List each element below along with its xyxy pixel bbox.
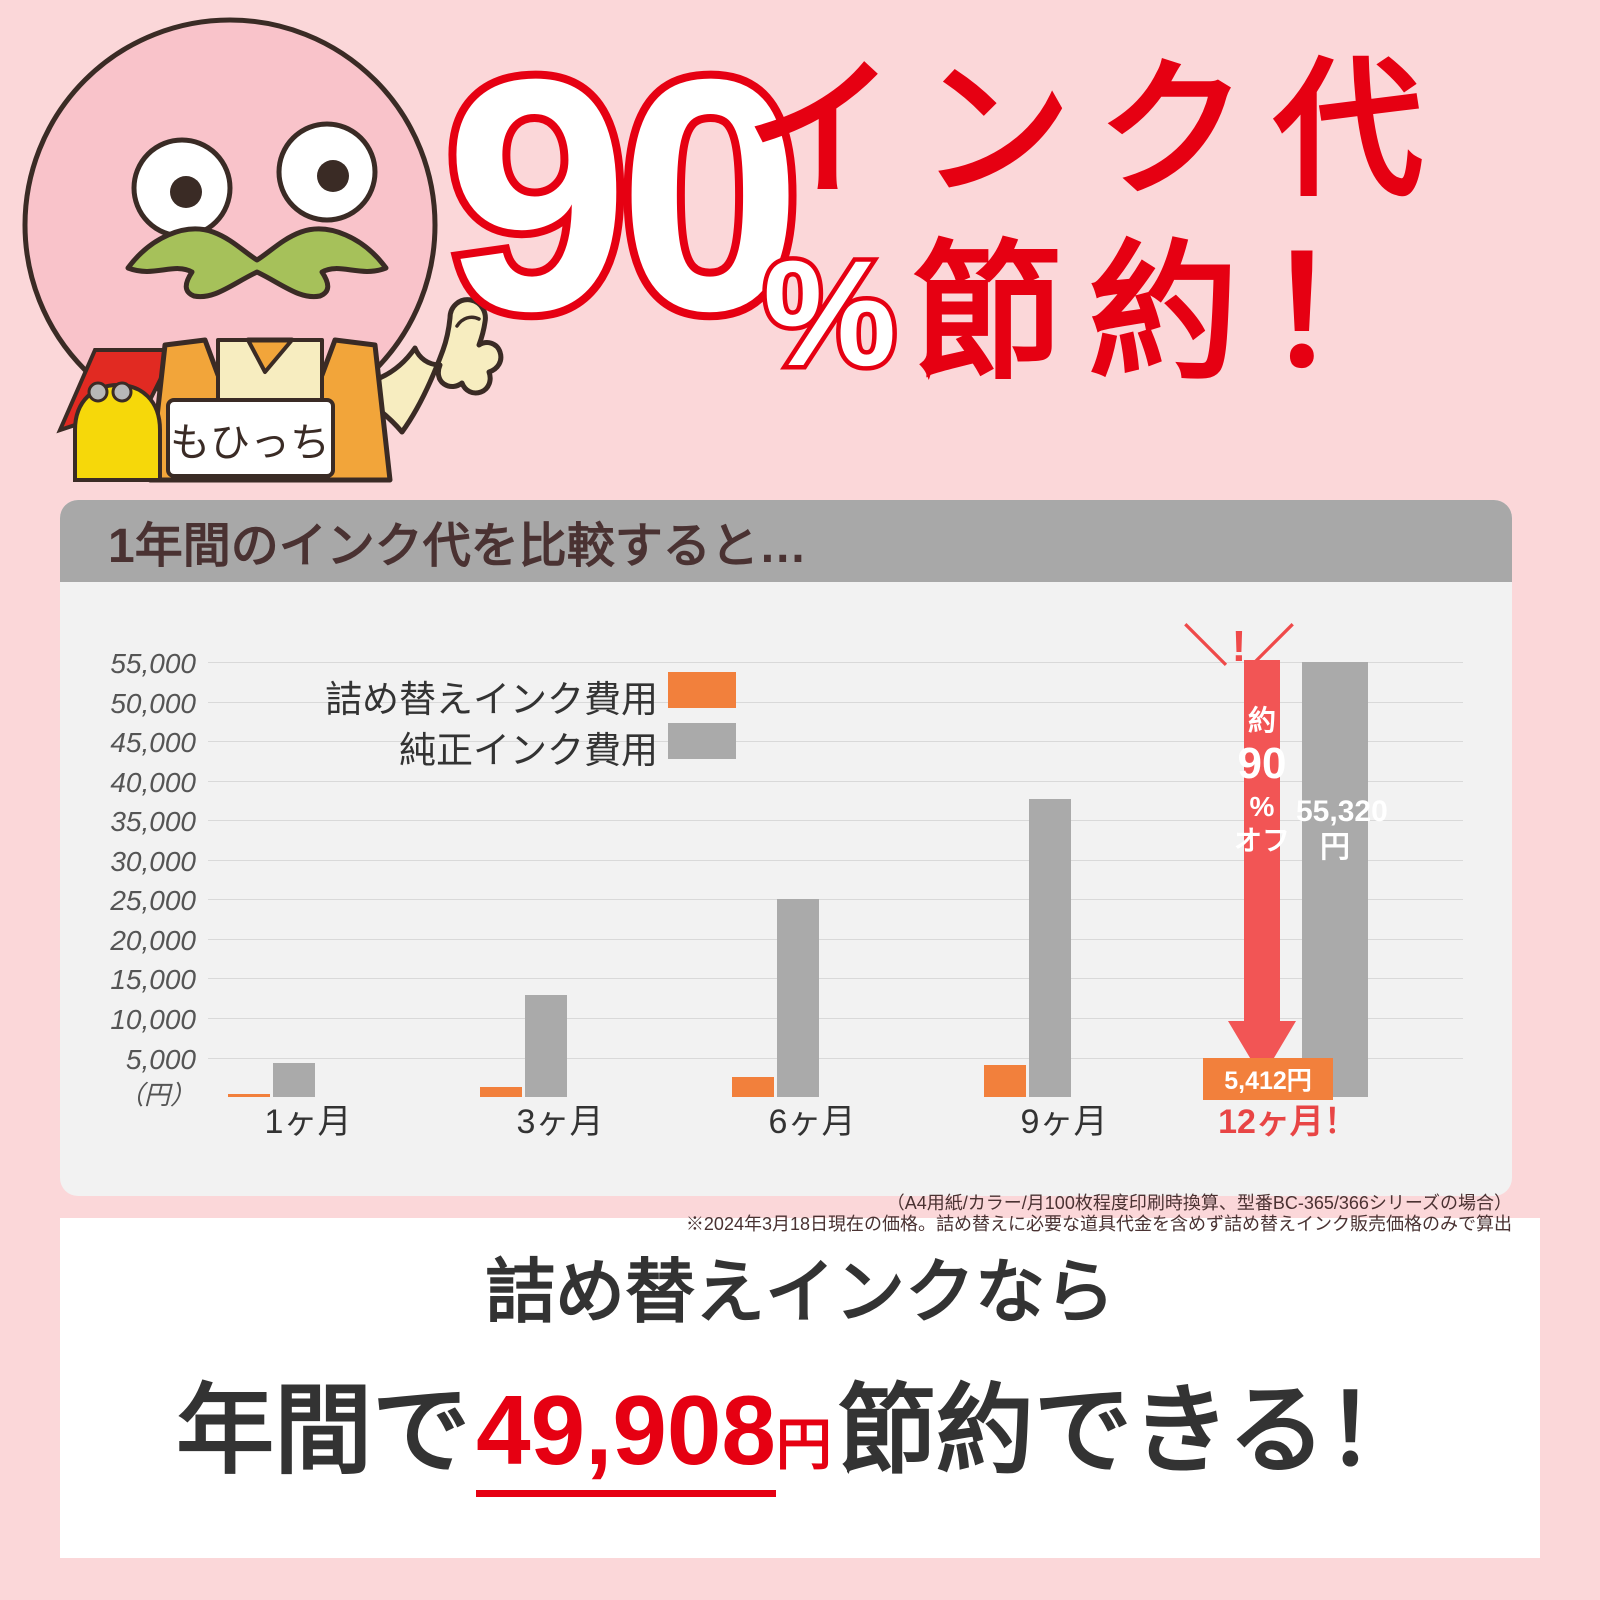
svg-text:もひっち: もひっち	[170, 421, 330, 465]
